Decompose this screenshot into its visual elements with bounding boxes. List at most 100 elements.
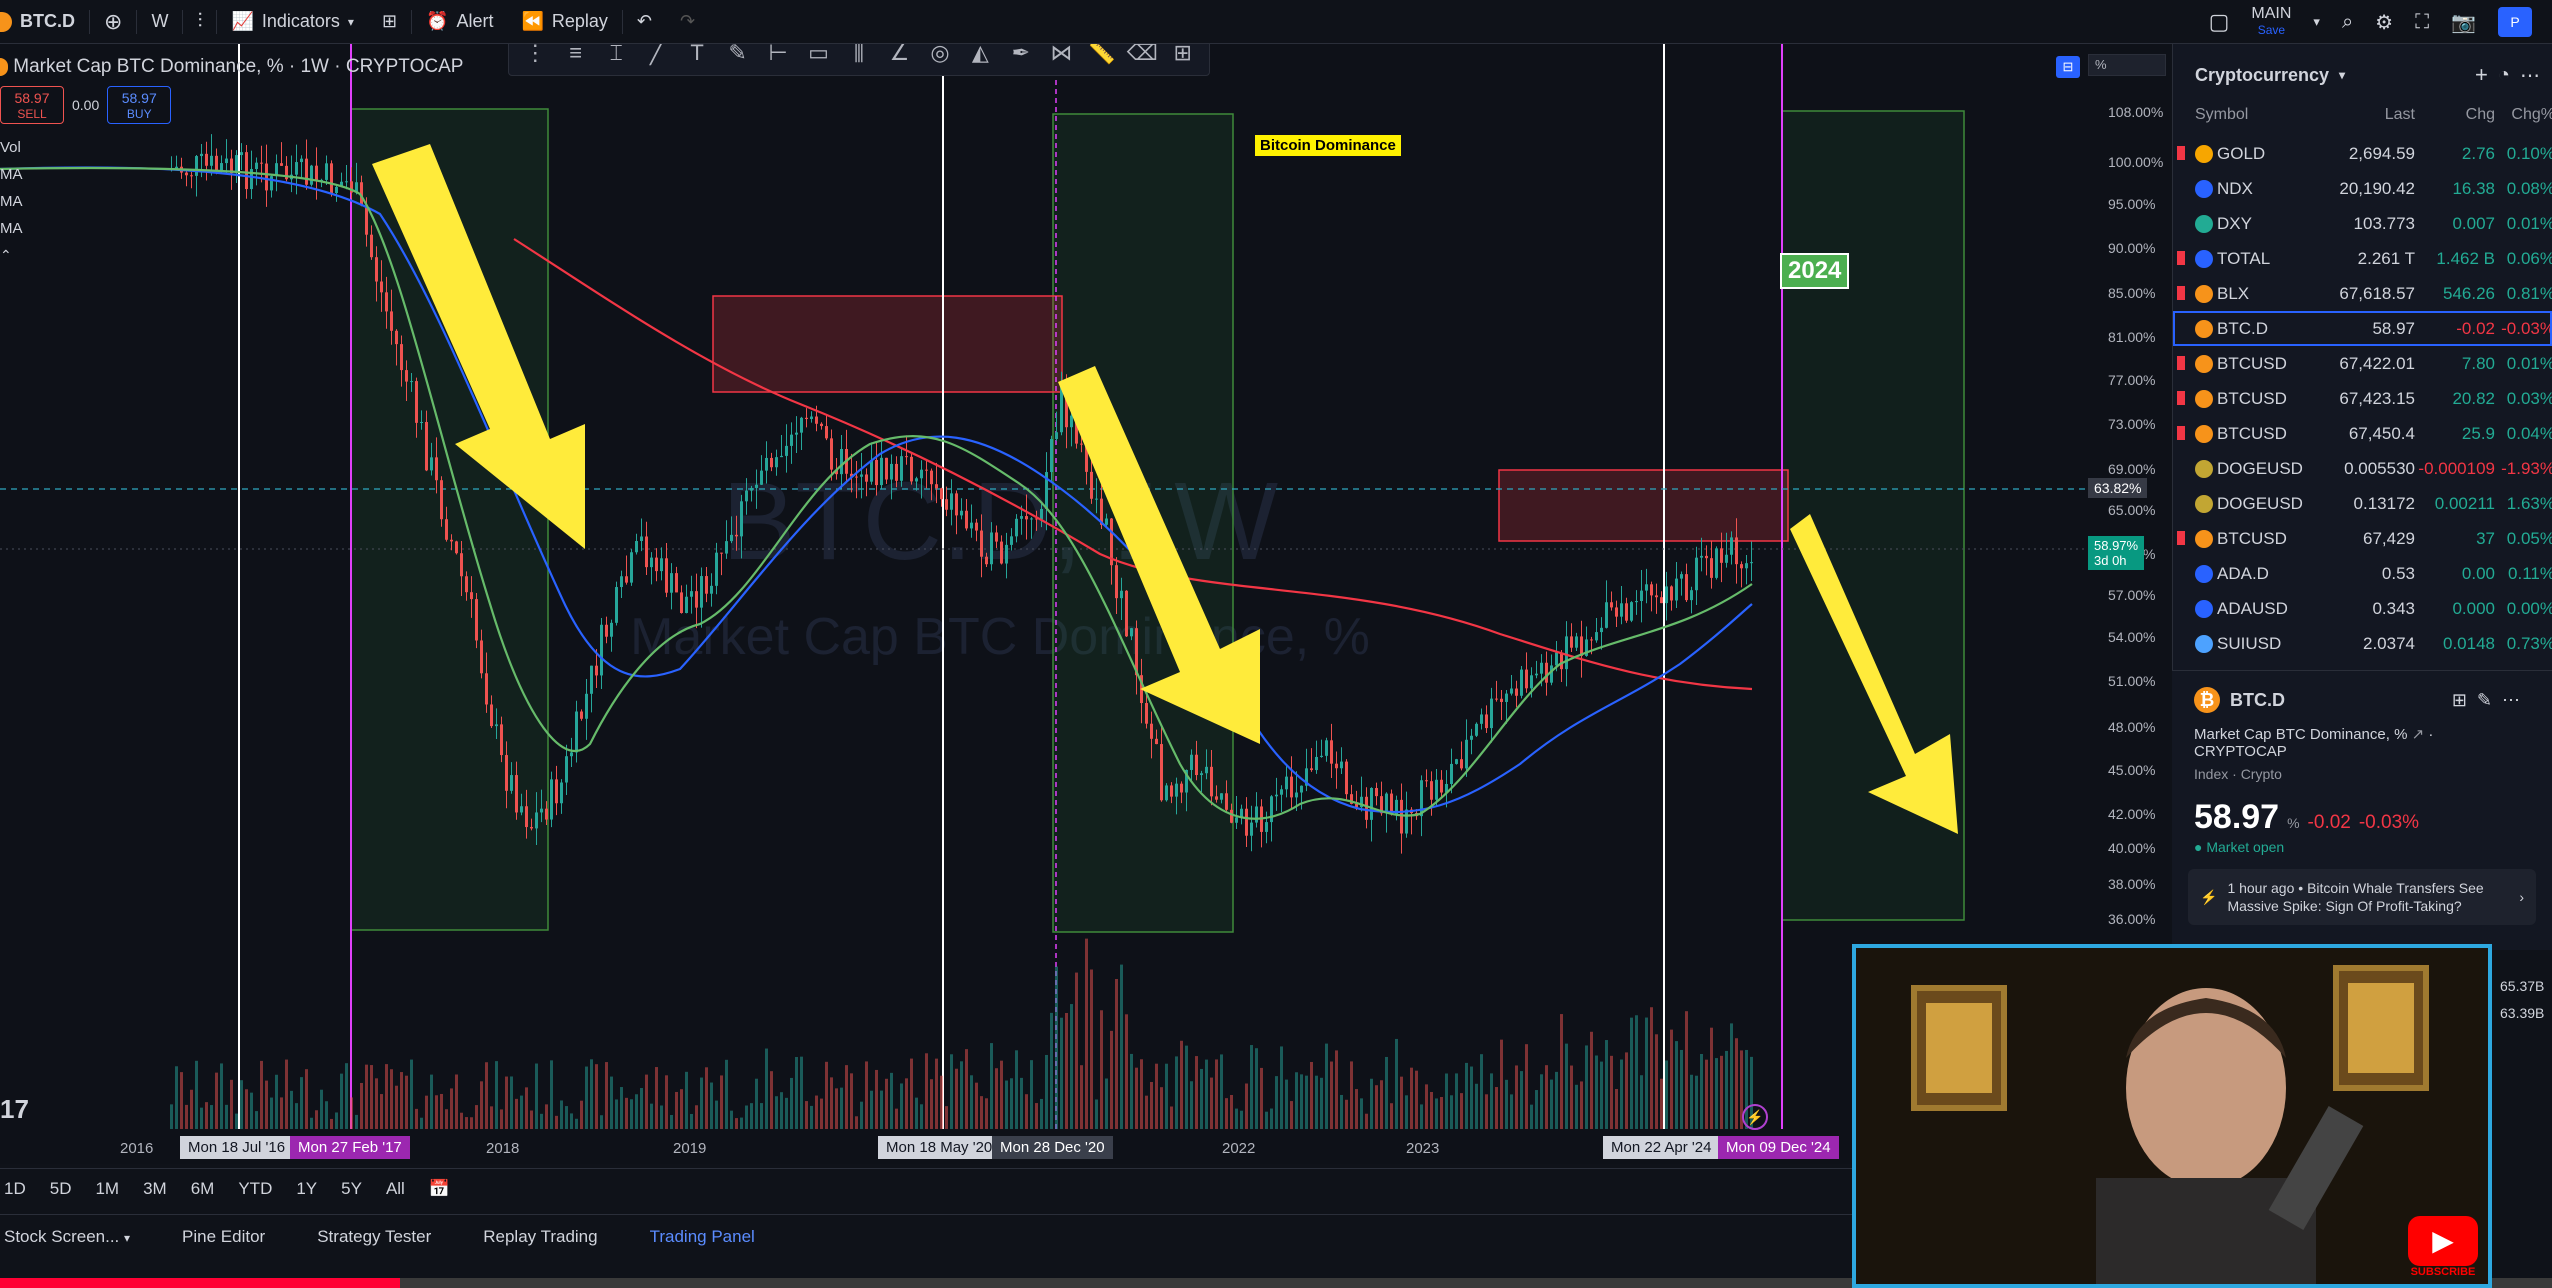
details-symbol[interactable]: BTC.D <box>2230 689 2285 710</box>
angle-icon[interactable]: ∠ <box>889 44 910 65</box>
watchlist-row[interactable]: DOGEUSD 0.005530 -0.000109 -1.93% <box>2173 451 2552 486</box>
watchlist-row[interactable]: ADAUSD 0.343 0.000 0.00% <box>2173 591 2552 626</box>
legend-ma[interactable]: MA <box>0 220 23 237</box>
replay-button[interactable]: ⏪ Replay <box>507 0 621 44</box>
resistance-box-2024[interactable] <box>1498 469 1789 542</box>
collapse-legend-icon[interactable]: ⌃ <box>0 247 12 263</box>
tab-trading-panel[interactable]: Trading Panel <box>649 1226 755 1246</box>
chevron-down-icon[interactable]: ▾ <box>2339 68 2346 82</box>
quick-search-icon[interactable]: ⌕ <box>2341 10 2354 33</box>
flag-icon[interactable] <box>2177 391 2185 405</box>
price-chart[interactable]: BTC.D, 1W Market Cap BTC Dominance, % <box>0 44 2088 1164</box>
tab-stock-screener[interactable]: Stock Screen... ▾ <box>4 1227 130 1247</box>
legend-vol[interactable]: Vol <box>0 139 21 156</box>
eraser-icon[interactable]: ⌫ <box>1126 44 1158 65</box>
chart-pane[interactable]: BTC.D, 1W Market Cap BTC Dominance, % Bi… <box>0 44 2170 1164</box>
alert-button[interactable]: ⏰ Alert <box>412 0 507 44</box>
tradingview-logo[interactable]: 17 <box>0 1094 29 1124</box>
buy-button[interactable]: 58.97 BUY <box>107 86 172 124</box>
flag-icon[interactable] <box>2177 426 2185 440</box>
chevron-down-icon[interactable]: ▾ <box>2313 14 2320 29</box>
circle-icon[interactable]: ◎ <box>930 44 950 65</box>
calendar-icon[interactable]: 📅 <box>428 1178 451 1198</box>
flag-icon[interactable] <box>2177 356 2185 370</box>
scale-unit-box[interactable]: % <box>2088 54 2166 76</box>
range-button[interactable]: All <box>385 1178 405 1198</box>
range-button[interactable]: 1D <box>4 1178 26 1198</box>
fullscreen-icon[interactable]: ⛶ <box>2415 10 2430 33</box>
watchlist-row[interactable]: SUIUSD 2.0374 0.0148 0.73% <box>2173 626 2552 661</box>
watchlist-row[interactable]: TOTAL 2.261 T 1.462 B 0.06% <box>2173 241 2552 276</box>
pen-icon[interactable]: ✒ <box>1011 44 1031 65</box>
pattern-icon[interactable]: ⋈ <box>1050 44 1073 65</box>
more-options-icon[interactable]: ⋯ <box>2520 64 2540 87</box>
fill-icon[interactable]: ◭ <box>971 44 989 65</box>
column-header[interactable]: Last <box>2384 106 2415 123</box>
watchlist-row[interactable]: DOGEUSD 0.13172 0.00211 1.63% <box>2173 486 2552 521</box>
settings-gear-icon[interactable]: ⚙ <box>2375 11 2394 34</box>
legend-ma[interactable]: MA <box>0 193 23 210</box>
ma-200-line[interactable] <box>513 238 1753 691</box>
range-button[interactable]: 6M <box>190 1178 215 1198</box>
add-symbol-icon[interactable]: + <box>2475 62 2488 87</box>
column-header[interactable]: Symbol <box>2195 106 2249 123</box>
layout-switcher[interactable]: MAIN Save <box>2251 5 2291 39</box>
publish-icon[interactable]: P <box>2498 7 2532 37</box>
watchlist-row[interactable]: ADA.D 0.53 0.00 0.11% <box>2173 556 2552 591</box>
lines-icon[interactable]: ≡ <box>569 44 583 65</box>
tab-strategy-tester[interactable]: Strategy Tester <box>317 1226 432 1246</box>
flag-icon[interactable] <box>2177 251 2185 265</box>
watchlist-row[interactable]: BTCUSD 67,450.4 25.9 0.04% <box>2173 416 2552 451</box>
flag-icon[interactable] <box>2177 286 2185 300</box>
range-button[interactable]: YTD <box>238 1178 273 1198</box>
symbol-search[interactable]: BTC.D <box>0 0 89 44</box>
details-exchange[interactable]: CRYPTOCAP <box>2194 743 2287 760</box>
brush-icon[interactable]: ✎ <box>728 44 747 65</box>
down-arrow-2021[interactable] <box>1058 366 1260 744</box>
ruler-icon[interactable]: 📏 <box>1088 44 1116 65</box>
watchlist-row[interactable]: BTC.D 58.97 -0.02 -0.03% <box>2173 311 2552 346</box>
flag-icon[interactable] <box>2177 146 2185 160</box>
watchlist-row[interactable]: BTCUSD 67,423.15 20.82 0.03% <box>2173 381 2552 416</box>
flag-icon[interactable] <box>2177 531 2185 545</box>
column-header[interactable]: Chg% <box>2511 106 2552 123</box>
indicators-button[interactable]: 📈 Indicators ▾ <box>217 0 368 44</box>
down-arrow-2025[interactable] <box>1790 514 1958 834</box>
watchlist-row[interactable]: BTCUSD 67,422.01 7.80 0.01% <box>2173 346 2552 381</box>
time-axis[interactable]: 2016 2018 2019 2022 2023 Mon 18 Jul '16 … <box>0 1134 2088 1164</box>
more-icon[interactable]: ⋯ <box>2502 689 2520 710</box>
redo-button[interactable]: ↷ <box>666 0 709 44</box>
price-axis[interactable]: % 108.00% 100.00% 95.00% 90.00% 85.00% 81.00%… <box>2088 44 2168 1124</box>
grid-view-icon[interactable]: ⊞ <box>2451 689 2467 710</box>
down-arrow-2017[interactable] <box>372 144 585 549</box>
more-tools-icon[interactable]: ⊞ <box>1173 44 1192 65</box>
tab-replay-trading[interactable]: Replay Trading <box>483 1226 598 1246</box>
lightning-icon[interactable]: ⚡ <box>1742 1104 1768 1130</box>
range-button[interactable]: 1M <box>95 1178 120 1198</box>
text-icon[interactable]: T <box>690 44 704 65</box>
subscribe-button[interactable]: ▶ SUBSCRIBE <box>2408 1216 2478 1278</box>
trend-line-icon[interactable]: ╱ <box>650 44 664 65</box>
sell-button[interactable]: 58.97 SELL <box>0 86 64 124</box>
range-button[interactable]: 5Y <box>341 1178 362 1198</box>
video-progress-bar[interactable] <box>0 1278 2552 1288</box>
rectangle-icon[interactable]: ▭ <box>808 44 829 65</box>
cursor-line-icon[interactable]: ⌶ <box>609 44 623 65</box>
watchlist-row[interactable]: DXY 103.773 0.007 0.01% <box>2173 206 2552 241</box>
compare-button[interactable]: ⊕ <box>90 0 136 44</box>
advanced-view-icon[interactable]: ◔ <box>2497 63 2510 86</box>
ma-100-line[interactable] <box>0 166 1753 814</box>
range-button[interactable]: 3M <box>143 1178 167 1198</box>
watchlist-row[interactable]: BTCUSD 67,429 37 0.05% <box>2173 521 2552 556</box>
range-button[interactable]: 1Y <box>296 1178 318 1198</box>
edit-icon[interactable]: ✎ <box>2476 689 2492 710</box>
ma-50-line[interactable] <box>0 166 1753 820</box>
legend-ma[interactable]: MA <box>0 166 23 183</box>
templates-button[interactable]: ⊞ <box>368 0 411 44</box>
interval-button[interactable]: W <box>137 0 182 44</box>
watchlist-row[interactable]: BLX 67,618.57 546.26 0.81% <box>2173 276 2552 311</box>
camera-icon[interactable]: 📷 <box>2451 11 2476 34</box>
news-item[interactable]: ⚡ 1 hour ago • Bitcoin Whale Transfers S… <box>2188 869 2536 925</box>
year-badge[interactable]: 2024 <box>1780 253 1850 289</box>
external-link-icon[interactable]: ↗ <box>2411 726 2425 743</box>
